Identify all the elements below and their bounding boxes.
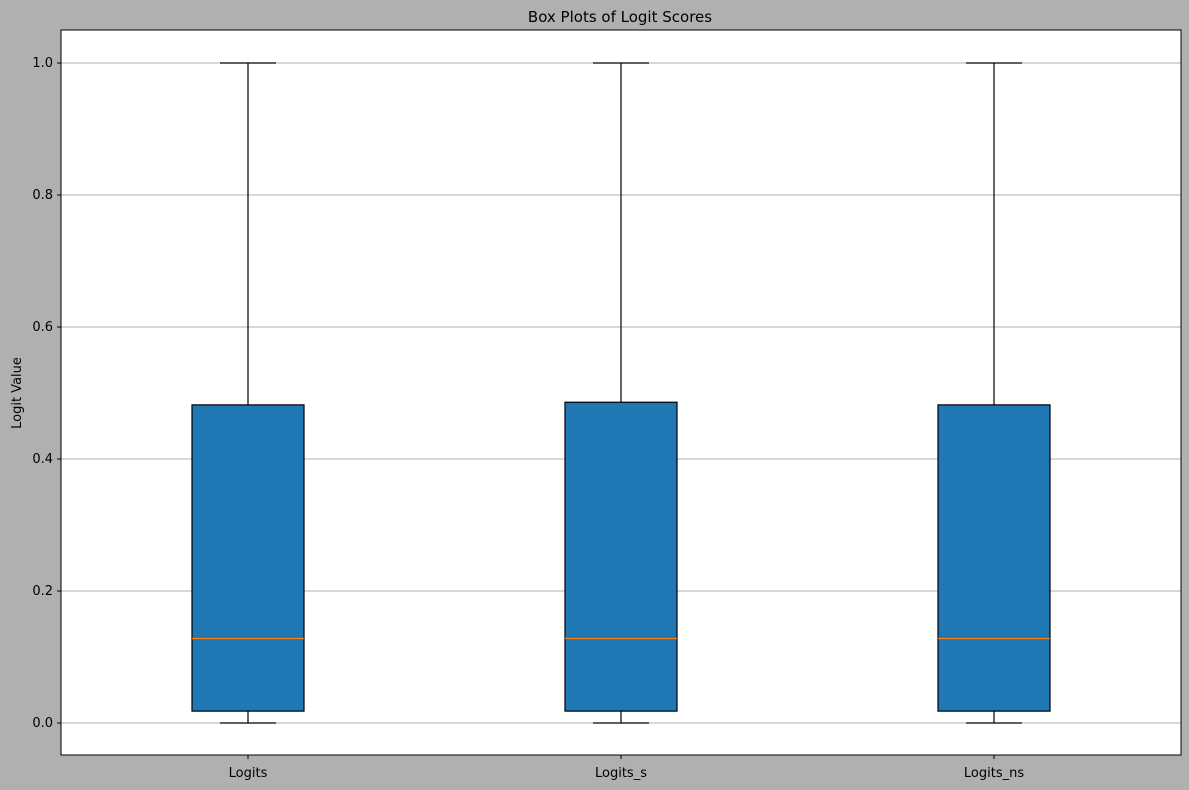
x-tick-label: Logits_s bbox=[595, 766, 647, 781]
x-tick-label: Logits bbox=[229, 766, 268, 781]
box-plot-1 bbox=[191, 62, 305, 724]
box-body bbox=[191, 404, 305, 712]
chart-title: Box Plots of Logit Scores bbox=[528, 8, 712, 26]
y-tick-label: 0.8 bbox=[32, 188, 53, 203]
box-plot-2 bbox=[564, 62, 678, 724]
x-tick-label: Logits_ns bbox=[964, 766, 1024, 781]
y-tick-label: 0.4 bbox=[32, 452, 53, 467]
y-tick-label: 0.6 bbox=[32, 320, 53, 335]
box-series bbox=[191, 62, 1051, 724]
y-axis-label: Logit Value bbox=[10, 357, 25, 429]
box-body bbox=[564, 401, 678, 712]
y-axis-ticks: 0.0 0.2 0.4 0.6 0.8 1.0 bbox=[32, 56, 61, 731]
y-tick-label: 0.0 bbox=[32, 716, 53, 731]
x-axis-ticks: Logits Logits_s Logits_ns bbox=[229, 755, 1024, 781]
y-tick-label: 1.0 bbox=[32, 56, 53, 71]
y-tick-label: 0.2 bbox=[32, 584, 53, 599]
box-plot-3 bbox=[937, 62, 1051, 724]
box-body bbox=[937, 404, 1051, 712]
